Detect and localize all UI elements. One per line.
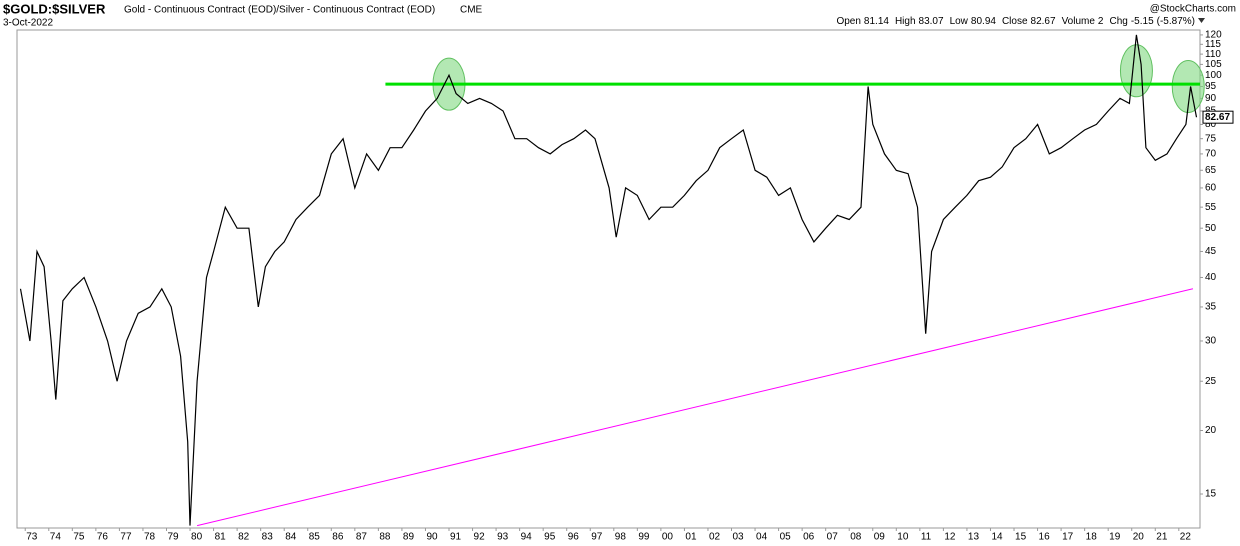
last-price-label: 82.67 (1205, 112, 1230, 123)
x-tick-label: 77 (120, 532, 132, 543)
quote-label: High (895, 16, 916, 27)
x-tick-label: 06 (803, 532, 815, 543)
quote: Open 81.14 High 83.07 Low 80.94 Close 82.67 Volu… (836, 16, 1195, 27)
y-tick-label: 65 (1205, 165, 1217, 176)
x-tick-label: 01 (685, 532, 697, 543)
price-line (19, 34, 1198, 526)
x-tick-label: 08 (850, 532, 862, 543)
y-tick-label: 45 (1205, 246, 1217, 257)
x-tick-label: 76 (97, 532, 109, 543)
x-tick-label: 80 (191, 532, 203, 543)
y-tick-label: 70 (1205, 149, 1217, 160)
y-tick-label: 100 (1205, 70, 1222, 81)
x-tick-label: 16 (1039, 532, 1051, 543)
x-tick-label: 00 (662, 532, 674, 543)
plot-frame (16, 29, 1201, 529)
x-tick-label: 89 (403, 532, 415, 543)
x-tick-label: 98 (615, 532, 627, 543)
x-tick-label: 17 (1062, 532, 1074, 543)
x-tick-label: 87 (356, 532, 368, 543)
x-tick-label: 09 (874, 532, 886, 543)
quote-label: Low (950, 16, 969, 27)
x-tick-label: 83 (262, 532, 274, 543)
x-tick-label: 91 (450, 532, 462, 543)
highlight-circle (1119, 44, 1153, 98)
y-tick-label: 30 (1205, 336, 1217, 347)
dropdown-icon (1198, 18, 1205, 23)
x-tick-label: 99 (638, 532, 650, 543)
highlight-circle (1171, 59, 1205, 113)
y-tick-label: 55 (1205, 202, 1217, 213)
x-tick-label: 19 (1109, 532, 1121, 543)
y-tick-label: 60 (1205, 183, 1217, 194)
x-tick-label: 97 (591, 532, 603, 543)
chart-subtitle: Gold - Continuous Contract (EOD)/Silver … (124, 5, 435, 16)
x-tick-label: 03 (733, 532, 745, 543)
quote-label: Volume (1062, 16, 1096, 27)
y-tick-label: 120 (1205, 30, 1222, 41)
trendline (196, 288, 1194, 527)
quote-value: 83.07 (919, 16, 944, 27)
y-tick-label: 115 (1205, 39, 1221, 50)
quote-value: 82.67 (1031, 16, 1056, 27)
x-tick-label: 22 (1180, 532, 1192, 543)
y-tick-label: 105 (1205, 59, 1222, 70)
y-tick-label: 90 (1205, 93, 1217, 104)
x-tick-label: 93 (497, 532, 509, 543)
x-tick-label: 13 (968, 532, 980, 543)
x-tick-label: 79 (167, 532, 179, 543)
x-tick-label: 12 (944, 532, 956, 543)
x-tick-label: 96 (568, 532, 580, 543)
quote-value: 2 (1098, 16, 1104, 27)
x-tick-label: 82 (238, 532, 250, 543)
x-tick-label: 11 (921, 532, 932, 543)
x-tick-label: 75 (73, 532, 85, 543)
x-tick-label: 88 (379, 532, 391, 543)
y-tick-label: 50 (1205, 223, 1217, 234)
y-tick-label: 110 (1205, 49, 1221, 60)
x-tick-label: 85 (309, 532, 321, 543)
x-tick-label: 04 (756, 532, 768, 543)
brand: @StockCharts.com (1150, 4, 1236, 15)
x-tick-label: 74 (50, 532, 62, 543)
x-tick-label: 15 (1015, 532, 1027, 543)
quote-label: Close (1002, 16, 1028, 27)
y-tick-label: 15 (1205, 489, 1217, 500)
date: 3-Oct-2022 (3, 18, 53, 29)
y-tick-label: 35 (1205, 302, 1217, 313)
y-tick-label: 40 (1205, 272, 1217, 283)
change-percent: (-5.87%) (1157, 16, 1195, 27)
chart-title: $GOLD:$SILVER (3, 1, 106, 16)
x-tick-label: 84 (285, 532, 297, 543)
x-tick-label: 02 (709, 532, 721, 543)
x-tick-label: 07 (827, 532, 839, 543)
x-tick-label: 05 (780, 532, 792, 543)
quote-value: 81.14 (864, 16, 889, 27)
x-tick-label: 18 (1086, 532, 1098, 543)
x-tick-label: 86 (332, 532, 344, 543)
quote-label: Open (836, 16, 860, 27)
y-tick-label: 80 (1205, 119, 1217, 130)
quote-value: -5.15 (1131, 16, 1154, 27)
x-tick-label: 14 (991, 532, 1003, 543)
x-tick-label: 95 (544, 532, 556, 543)
y-tick-label: 75 (1205, 133, 1217, 144)
exchange: CME (460, 5, 483, 16)
x-tick-label: 94 (521, 532, 533, 543)
x-tick-label: 10 (897, 532, 909, 543)
quote-label: Chg (1109, 16, 1127, 27)
last-price-box (1202, 110, 1234, 124)
y-tick-label: 20 (1205, 425, 1217, 436)
x-tick-label: 81 (215, 532, 227, 543)
x-tick-label: 73 (26, 532, 38, 543)
x-tick-label: 78 (144, 532, 156, 543)
y-tick-label: 95 (1205, 81, 1217, 92)
quote-value: 80.94 (971, 16, 996, 27)
y-tick-label: 25 (1205, 376, 1217, 387)
x-tick-label: 92 (474, 532, 486, 543)
x-tick-label: 21 (1156, 532, 1168, 543)
x-tick-label: 90 (426, 532, 438, 543)
x-tick-label: 20 (1133, 532, 1145, 543)
